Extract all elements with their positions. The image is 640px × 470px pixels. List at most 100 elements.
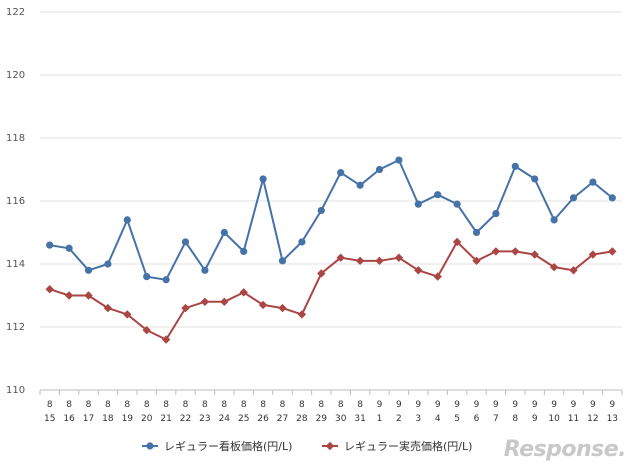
x-tick-label-month: 8 [86, 400, 92, 410]
x-tick-label-month: 9 [512, 400, 518, 410]
x-tick-label-day: 10 [548, 414, 560, 424]
data-point-series-2 [588, 250, 598, 259]
data-point-series-1 [531, 175, 539, 183]
y-tick-label: 120 [6, 70, 25, 81]
data-point-series-1 [65, 244, 73, 252]
data-point-series-2 [608, 247, 617, 256]
x-tick-label-month: 9 [415, 400, 421, 410]
data-point-series-2 [103, 303, 113, 313]
x-tick-label-day: 8 [512, 414, 518, 424]
x-tick-label-day: 31 [354, 414, 365, 424]
x-tick-label-month: 8 [202, 400, 208, 410]
x-tick-label-day: 11 [568, 414, 579, 424]
data-point-series-2 [64, 291, 74, 300]
legend: レギュラー看板価格(円/L) レギュラー実売価格(円/L) [142, 439, 472, 453]
data-point-series-2 [375, 256, 384, 266]
x-tick-label-month: 8 [260, 400, 266, 410]
data-point-series-1 [298, 238, 306, 246]
y-tick-label: 112 [6, 322, 25, 333]
data-point-series-1 [46, 241, 54, 249]
data-point-series-1 [589, 178, 597, 186]
data-point-series-2 [433, 272, 442, 281]
data-point-series-2 [142, 325, 151, 335]
data-point-series-1 [434, 191, 442, 199]
x-tick-label-day: 13 [607, 414, 618, 424]
data-point-series-2 [258, 300, 268, 310]
x-tick-label-day: 15 [44, 414, 55, 424]
x-tick-label-day: 18 [102, 414, 114, 424]
watermark-logo: Response. [503, 437, 627, 462]
y-tick-label: 122 [6, 7, 25, 18]
x-tick-label-day: 25 [238, 414, 249, 424]
x-tick-label-month: 8 [144, 400, 150, 410]
data-point-series-2 [452, 237, 462, 247]
x-tick-label-day: 28 [296, 414, 308, 424]
data-point-series-1 [181, 238, 190, 246]
legend-label-1: レギュラー看板価格(円/L) [164, 439, 292, 453]
data-point-series-1 [453, 200, 461, 208]
x-tick-label-day: 7 [493, 414, 499, 424]
data-point-series-1 [278, 257, 287, 265]
x-tick-label-month: 9 [493, 400, 499, 410]
x-tick-label-month: 9 [435, 400, 441, 410]
series-line-1 [49, 159, 613, 281]
x-tick-label-day: 27 [277, 414, 288, 424]
data-point-series-2 [84, 291, 93, 300]
data-point-series-1 [220, 228, 228, 237]
x-tick-label-month: 8 [338, 400, 344, 410]
x-tick-label-month: 8 [47, 400, 53, 410]
x-tick-label-month: 8 [66, 400, 72, 410]
data-point-series-1 [123, 216, 131, 224]
x-tick-label-day: 1 [377, 414, 383, 424]
data-point-series-1 [569, 194, 578, 202]
x-tick-label-month: 8 [299, 400, 305, 410]
gridlines [40, 11, 622, 328]
x-tick-label-month: 9 [377, 400, 383, 410]
data-point-series-2 [549, 262, 559, 272]
y-tick-label: 116 [6, 196, 25, 207]
data-point-series-2 [491, 247, 501, 256]
x-tick-label-day: 5 [454, 414, 460, 424]
x-tick-label-day: 2 [396, 414, 402, 424]
x-tick-label-day: 4 [435, 414, 441, 424]
data-point-series-2 [200, 297, 210, 306]
x-tick-label-day: 19 [122, 414, 134, 424]
y-tick-label: 114 [6, 259, 25, 270]
data-point-series-1 [356, 181, 364, 189]
x-tick-label-day: 6 [474, 414, 480, 424]
x-tick-label-day: 12 [587, 414, 598, 424]
data-point-series-2 [297, 310, 307, 319]
data-point-series-1 [414, 200, 422, 208]
data-point-series-1 [143, 273, 151, 281]
x-tick-label-day: 9 [532, 414, 538, 424]
y-axis: 110 112 114 116 118 120 122 [6, 7, 25, 396]
data-point-series-1 [259, 175, 267, 183]
data-point-series-1 [550, 216, 558, 224]
x-tick-label-day: 23 [199, 414, 210, 424]
data-point-series-2 [414, 266, 423, 275]
x-tick-label-month: 9 [396, 400, 402, 410]
y-tick-label: 110 [6, 385, 25, 396]
legend-label-2: レギュラー実売価格(円/L) [344, 439, 472, 453]
x-tick-label-month: 8 [318, 400, 324, 410]
data-point-series-1 [104, 260, 112, 268]
data-point-series-2 [220, 297, 229, 306]
x-tick-label-month: 8 [183, 400, 189, 410]
y-tick-label: 118 [6, 133, 25, 144]
data-point-series-1 [317, 206, 325, 215]
data-point-series-1 [84, 266, 93, 274]
data-point-series-2 [530, 250, 539, 259]
data-point-series-1 [375, 165, 384, 174]
data-point-series-2 [278, 303, 287, 313]
x-tick-label-month: 9 [532, 400, 538, 410]
data-point-series-2 [181, 303, 190, 313]
data-point-series-2 [355, 256, 365, 266]
legend-marker-1 [146, 442, 154, 450]
x-tick-label-month: 9 [590, 400, 596, 410]
data-point-series-2 [336, 253, 345, 262]
x-tick-label-day: 30 [335, 414, 347, 424]
data-point-series-1 [162, 276, 170, 284]
x-tick-label-month: 9 [571, 400, 577, 410]
x-tick-label-day: 17 [83, 414, 94, 424]
